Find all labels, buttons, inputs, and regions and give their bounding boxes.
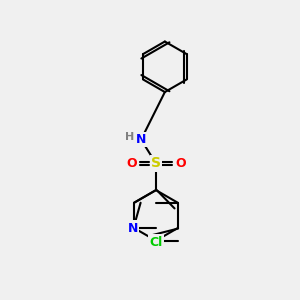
- Text: O: O: [175, 157, 186, 170]
- Text: Cl: Cl: [149, 236, 163, 249]
- Text: N: N: [128, 221, 138, 235]
- Text: O: O: [126, 157, 137, 170]
- Text: N: N: [136, 133, 146, 146]
- Text: S: S: [151, 156, 161, 170]
- Text: H: H: [125, 132, 134, 142]
